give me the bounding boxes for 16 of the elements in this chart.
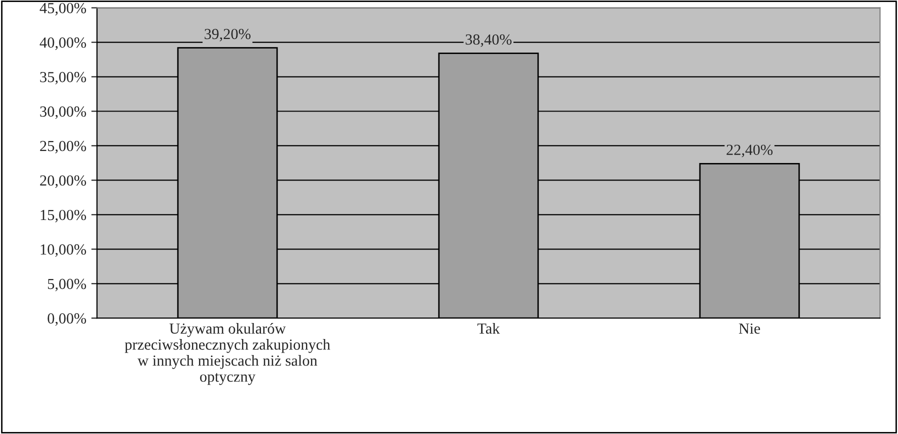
y-tick-label: 30,00% <box>40 106 86 119</box>
y-tick-label: 5,00% <box>48 278 86 292</box>
y-tick-label: 20,00% <box>40 175 86 188</box>
y-tick-label: 15,00% <box>40 210 86 222</box>
y-tick-label: 0,00% <box>48 313 86 326</box>
y-tick-label: 10,00% <box>40 244 86 257</box>
x-tick-label: Używam okularów przeciwsłonecznych zakupionych w innych miejscach niż salon optyczny <box>124 322 330 385</box>
y-tick-label: 35,00% <box>40 72 86 84</box>
y-tick-label: 45,00% <box>40 2 86 16</box>
x-tick-label: Nie <box>738 323 760 334</box>
y-tick-label: 40,00% <box>40 37 86 50</box>
y-tick-label: 25,00% <box>40 140 86 154</box>
data-label: 38,40% <box>466 34 512 47</box>
data-label: 22,40% <box>726 144 773 158</box>
data-label: 39,20% <box>204 28 251 42</box>
x-tick-label: Tak <box>477 322 500 334</box>
